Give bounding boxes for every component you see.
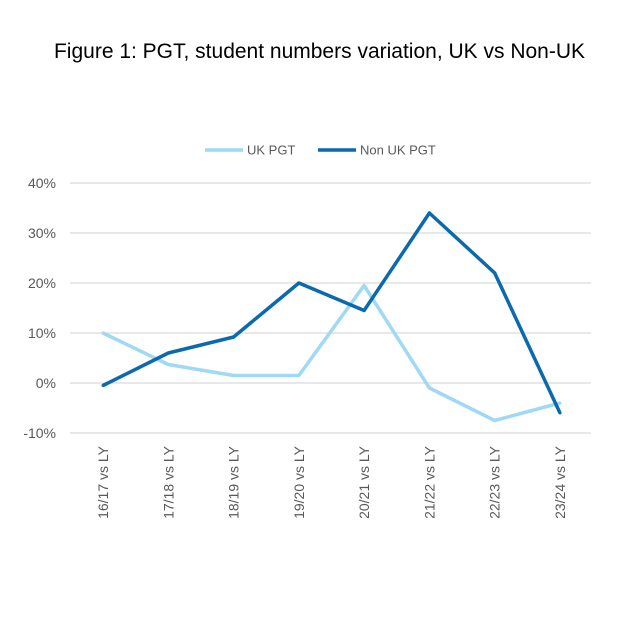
series-line-non-uk-pgt [102, 211, 562, 414]
y-tick-label: 0% [36, 375, 56, 391]
data-point-uk-pgt [558, 401, 562, 405]
data-point-non-uk-pgt [493, 271, 497, 275]
data-point-uk-pgt [232, 374, 236, 377]
x-tick-label: 21/22 vs LY [421, 445, 437, 519]
data-point-non-uk-pgt [166, 351, 170, 355]
y-axis-ticks: 40% 30% 20% 10% 0% -10% [23, 175, 56, 441]
x-tick-label: 23/24 vs LY [552, 445, 568, 519]
x-tick-label: 19/20 vs LY [291, 445, 307, 519]
data-point-uk-pgt [297, 374, 301, 377]
series-lines [101, 211, 562, 423]
gridlines [70, 182, 591, 434]
data-point-non-uk-pgt [232, 335, 236, 339]
x-tick-label: 18/19 vs LY [226, 445, 242, 519]
data-point-uk-pgt [362, 284, 366, 287]
y-tick-label: -10% [23, 425, 56, 441]
data-point-uk-pgt [493, 419, 497, 422]
y-tick-label: 40% [28, 175, 56, 191]
data-point-non-uk-pgt [101, 384, 105, 387]
x-tick-label: 17/18 vs LY [160, 445, 176, 519]
data-point-uk-pgt [427, 386, 431, 390]
y-tick-label: 10% [28, 325, 56, 341]
data-point-non-uk-pgt [297, 281, 301, 285]
legend: UK PGT Non UK PGT [205, 143, 436, 158]
data-point-non-uk-pgt [558, 411, 562, 415]
y-tick-label: 20% [28, 275, 56, 291]
series-line-uk-pgt [102, 283, 561, 423]
x-tick-label: 20/21 vs LY [356, 445, 372, 519]
x-tick-label: 22/23 vs LY [487, 445, 503, 519]
chart-title: Figure 1: PGT, student numbers variation… [53, 40, 586, 63]
legend-label-non-uk-pgt: Non UK PGT [360, 143, 436, 158]
x-axis-ticks: 16/17 vs LY 17/18 vs LY 18/19 vs LY 19/20 v… [95, 445, 568, 519]
y-tick-label: 30% [28, 225, 56, 241]
x-tick-label: 16/17 vs LY [95, 445, 111, 519]
data-point-uk-pgt [166, 363, 170, 366]
data-point-uk-pgt [101, 331, 105, 335]
data-point-non-uk-pgt [362, 309, 366, 312]
legend-label-uk-pgt: UK PGT [247, 143, 295, 158]
data-point-non-uk-pgt [427, 211, 431, 215]
